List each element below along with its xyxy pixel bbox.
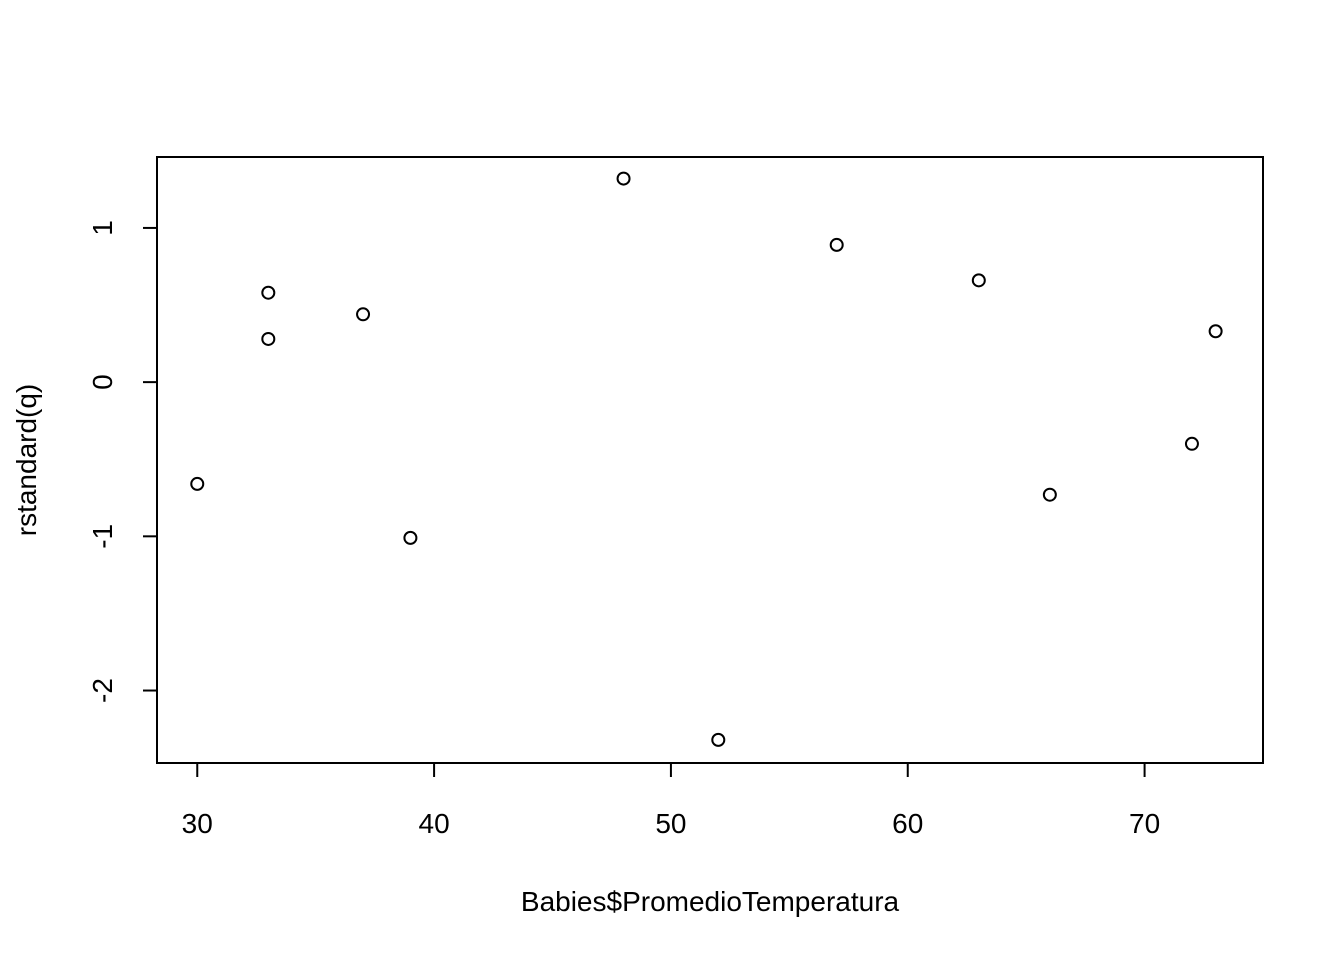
data-point <box>1042 487 1057 502</box>
y-tick-label: -1 <box>87 524 118 549</box>
x-tick-label: 30 <box>182 808 213 839</box>
y-tick-label: -2 <box>87 678 118 703</box>
x-tick-label: 40 <box>419 808 450 839</box>
data-point <box>1184 436 1199 451</box>
x-tick-label: 50 <box>655 808 686 839</box>
data-point <box>1208 324 1223 339</box>
data-point <box>829 237 844 252</box>
data-point <box>711 732 726 747</box>
data-point <box>971 273 986 288</box>
data-point <box>616 171 631 186</box>
data-points <box>190 171 1223 747</box>
x-tick-label: 60 <box>892 808 923 839</box>
data-point <box>261 331 276 346</box>
y-tick-label: 0 <box>87 374 118 390</box>
y-tick-label: 1 <box>87 220 118 236</box>
x-tick-label: 70 <box>1129 808 1160 839</box>
x-axis: 30 40 50 60 70 <box>182 762 1160 839</box>
y-axis-title: rstandard(q) <box>11 384 42 537</box>
x-axis-title: Babies$PromedioTemperatura <box>521 886 900 917</box>
data-point <box>261 285 276 300</box>
data-point <box>190 476 205 491</box>
data-point <box>403 530 418 545</box>
data-point <box>356 307 371 322</box>
y-axis: -2 -1 0 1 <box>87 220 158 703</box>
